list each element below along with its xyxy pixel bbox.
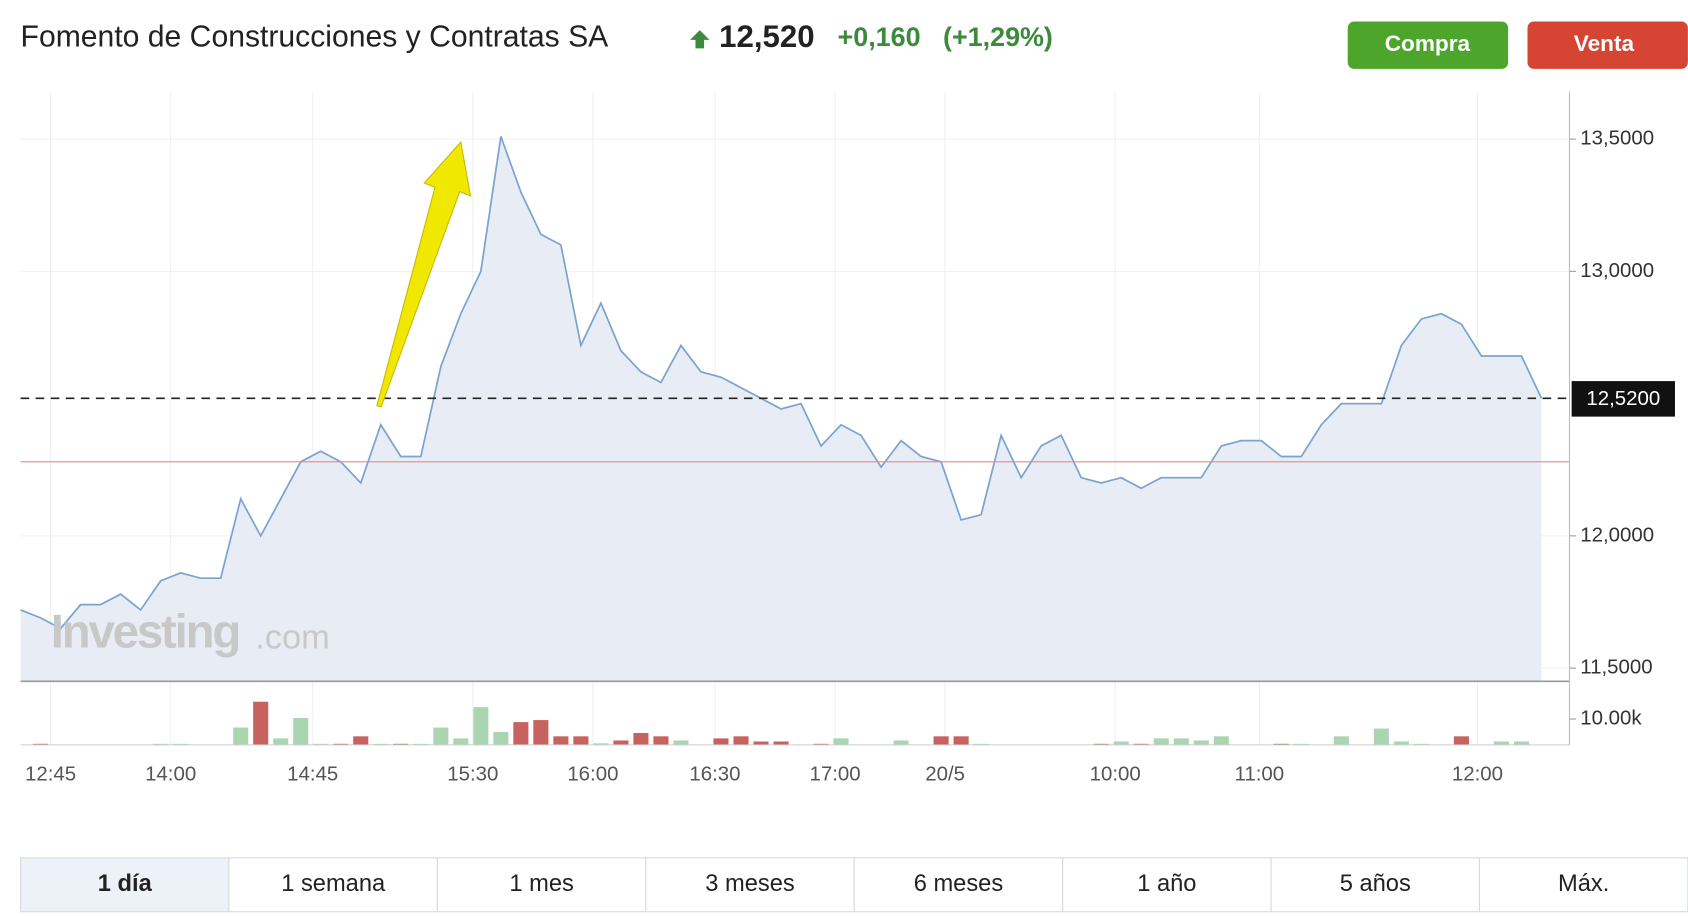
volume-bar xyxy=(593,743,609,745)
buy-button[interactable]: Compra xyxy=(1347,21,1509,69)
volume-bar xyxy=(433,727,449,745)
volume-bar xyxy=(1493,741,1509,745)
x-tick-label: 12:45 xyxy=(25,762,76,785)
volume-bar xyxy=(1113,741,1129,745)
y-tick-label: 11,5000 xyxy=(1580,656,1652,679)
watermark-suffix: .com xyxy=(255,618,330,656)
period-tab[interactable] xyxy=(1062,857,1272,913)
period-tab[interactable] xyxy=(436,857,647,913)
period-tab[interactable] xyxy=(228,857,438,913)
volume-bar xyxy=(473,707,489,745)
x-tick-label: 14:00 xyxy=(145,762,196,785)
volume-bar xyxy=(933,736,949,745)
volume-bar xyxy=(1153,738,1169,745)
price-change-percent: (+1,29%) xyxy=(943,22,1053,52)
volume-bar xyxy=(733,736,749,745)
y-tick-label: 12,0000 xyxy=(1580,523,1654,546)
chart: 12:45 14:00 14:45 15:30 16:00 16:30 17:00 20/5 1… xyxy=(20,91,1675,785)
sell-button[interactable]: Venta xyxy=(1527,21,1688,69)
y-tick-label: 13,5000 xyxy=(1580,127,1654,150)
watermark: Investing xyxy=(51,606,240,659)
volume-bar xyxy=(573,736,589,745)
price-change: +0,160 xyxy=(838,22,921,52)
period-tab[interactable] xyxy=(1478,857,1688,913)
current-price-label: 12,5200 xyxy=(1586,387,1660,410)
volume-bar xyxy=(1453,736,1469,745)
period-tab-label[interactable]: 1 año xyxy=(1137,871,1196,897)
volume-bar xyxy=(833,738,849,745)
volume-bar xyxy=(633,732,649,745)
x-tick-label: 10:00 xyxy=(1090,762,1141,785)
price: 12,520 xyxy=(719,19,814,54)
stock-title: Fomento de Construcciones y Contratas SA xyxy=(21,21,610,54)
price-line xyxy=(20,136,1543,630)
volume-bar xyxy=(233,727,249,745)
period-tab-label[interactable]: 6 meses xyxy=(914,871,1003,897)
volume-bar xyxy=(753,741,769,745)
volume-bar xyxy=(1513,741,1529,745)
period-tab[interactable] xyxy=(1270,857,1481,913)
sell-label[interactable]: Venta xyxy=(1574,31,1635,56)
volume-bar xyxy=(673,740,689,745)
y-tick-label: 13,0000 xyxy=(1580,259,1654,282)
volume-bar xyxy=(353,736,369,745)
volume-bar xyxy=(493,731,509,745)
x-tick-label: 14:45 xyxy=(287,762,338,785)
period-tab-label[interactable]: 1 semana xyxy=(281,871,386,897)
x-tick-label: 20/5 xyxy=(925,762,965,785)
period-tab[interactable] xyxy=(853,857,1064,913)
x-tick-label: 12:00 xyxy=(1452,762,1503,785)
volume-bar xyxy=(1173,738,1189,745)
volume-bar xyxy=(1393,741,1409,745)
buy-label[interactable]: Compra xyxy=(1385,31,1471,56)
volume-bar xyxy=(953,736,969,745)
volume-bar xyxy=(773,741,789,745)
period-tab-label[interactable]: 3 meses xyxy=(705,871,794,897)
period-tabs: 1 día 1 semana 1 mes 3 meses 6 meses 1 año 5 a… xyxy=(20,857,1688,913)
x-tick-label: 16:00 xyxy=(567,762,618,785)
volume-bar xyxy=(613,740,629,745)
volume-bar xyxy=(713,738,729,745)
volume-bar xyxy=(653,736,669,745)
current-price-box xyxy=(1571,381,1675,417)
x-tick-label: 15:30 xyxy=(447,762,498,785)
volume-bar xyxy=(253,701,269,745)
x-tick-label: 16:30 xyxy=(689,762,740,785)
volume-bar xyxy=(1373,728,1389,745)
annotation-arrow xyxy=(376,140,472,408)
up-arrow-icon xyxy=(690,30,710,49)
period-tab[interactable] xyxy=(645,857,855,913)
x-tick-label: 17:00 xyxy=(809,762,860,785)
volume-bar xyxy=(893,740,909,745)
period-tab-label[interactable]: Máx. xyxy=(1558,871,1609,897)
volume-bar xyxy=(293,717,309,745)
x-tick-label: 11:00 xyxy=(1234,762,1284,785)
period-tab-label[interactable]: 5 años xyxy=(1340,871,1411,897)
sell-button-bg[interactable] xyxy=(1527,21,1688,69)
volume-bar xyxy=(533,720,549,745)
period-tab-label[interactable]: 1 día xyxy=(98,871,153,897)
volume-bar xyxy=(453,738,469,745)
y2-tick-label: 10.00k xyxy=(1580,706,1642,729)
period-tab-label[interactable]: 1 mes xyxy=(509,871,573,897)
volume-bar xyxy=(553,736,569,745)
volume-bar xyxy=(1213,736,1229,745)
buy-button-bg[interactable] xyxy=(1347,21,1509,69)
volume-bar xyxy=(1333,736,1349,745)
volume-bar xyxy=(273,738,289,745)
volume-bar xyxy=(513,722,529,745)
volume-bar xyxy=(1193,740,1209,745)
